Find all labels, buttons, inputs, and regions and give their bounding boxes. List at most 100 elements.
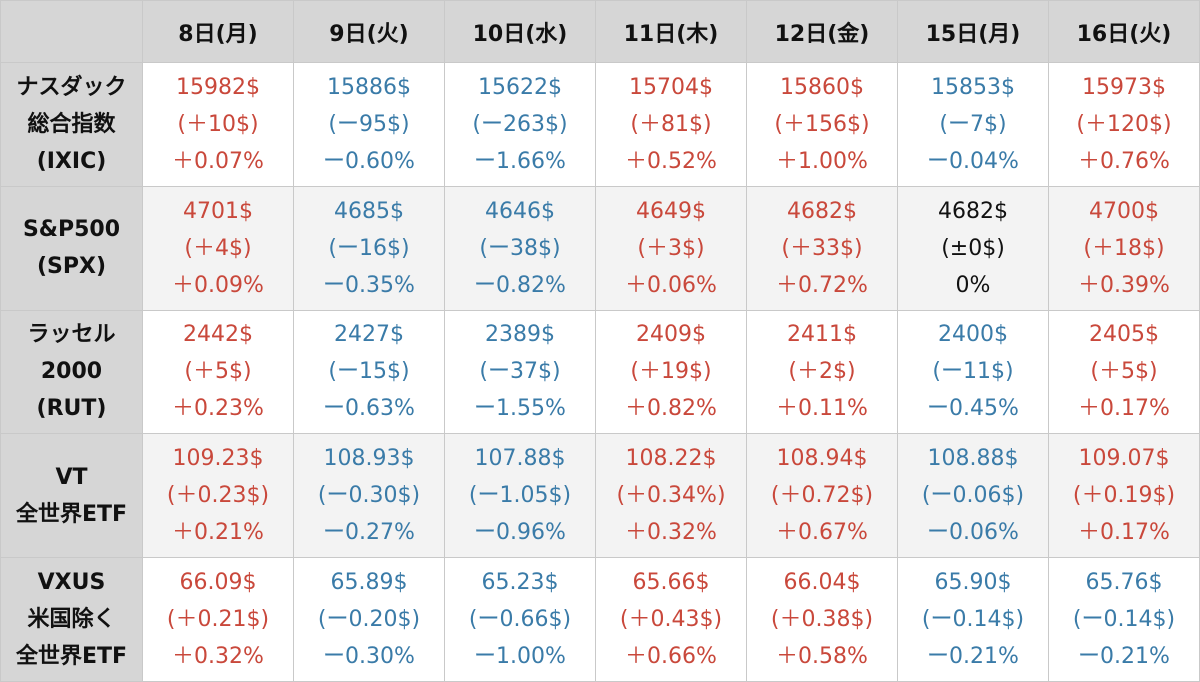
price-value: 15973$: [1082, 74, 1166, 100]
row-label-line: 2000: [40, 359, 103, 385]
percent-change: ＋1.00%: [776, 148, 868, 174]
percent-change: ＋0.06%: [625, 272, 717, 298]
change-value: (＋4$): [184, 235, 252, 261]
change-value: (ー38$): [479, 235, 561, 261]
price-value: 4646$: [485, 198, 555, 224]
percent-change: ー0.82%: [474, 272, 566, 298]
price-value: 4649$: [636, 198, 706, 224]
percent-change: ＋0.52%: [625, 148, 717, 174]
quote-cell: 2400$ (ー11$) ー0.45%: [897, 309, 1049, 435]
change-value: (＋0.21$): [166, 607, 270, 633]
quote-cell: 65.23$ (ー0.66$) ー1.00%: [444, 557, 596, 682]
change-value: (＋0.23$): [166, 483, 270, 509]
table-row: VT 全世界ETF 109.23$ (＋0.23$) ＋0.21% 108.93$ (ー0.…: [0, 433, 1200, 559]
price-value: 2409$: [636, 322, 706, 348]
price-value: 65.66$: [632, 570, 710, 596]
row-label-line: (RUT): [36, 396, 107, 422]
percent-change: ＋0.07%: [172, 148, 264, 174]
change-value: (ー0.14$): [921, 607, 1025, 633]
quote-cell: 108.94$ (＋0.72$) ＋0.67%: [746, 433, 898, 559]
quote-cell: 65.90$ (ー0.14$) ー0.21%: [897, 557, 1049, 682]
price-value: 107.88$: [474, 446, 566, 472]
row-label-line: VXUS: [37, 570, 106, 596]
row-label-line: S&P500: [22, 217, 121, 243]
percent-change: ー0.21%: [927, 644, 1019, 670]
quote-cell: 4646$ (ー38$) ー0.82%: [444, 185, 596, 311]
price-value: 4701$: [183, 198, 253, 224]
price-value: 108.94$: [776, 446, 868, 472]
change-value: (＋19$): [630, 359, 712, 385]
row-label-line: 全世界ETF: [15, 644, 128, 670]
quote-cell: 15860$ (＋156$) ＋1.00%: [746, 62, 898, 187]
price-value: 4682$: [938, 198, 1008, 224]
change-value: (ー95$): [328, 111, 410, 137]
change-value: (ー15$): [328, 359, 410, 385]
percent-change: ＋0.76%: [1078, 148, 1170, 174]
quote-cell: 65.89$ (ー0.20$) ー0.30%: [293, 557, 445, 682]
price-value: 4682$: [787, 198, 857, 224]
price-value: 66.09$: [179, 570, 257, 596]
day-header: 9日(火): [293, 0, 445, 63]
price-value: 109.23$: [172, 446, 264, 472]
change-value: (＋5$): [1090, 359, 1158, 385]
day-header: 16日(火): [1048, 0, 1200, 63]
price-value: 65.90$: [934, 570, 1012, 596]
price-value: 65.76$: [1085, 570, 1163, 596]
percent-change: ＋0.58%: [776, 644, 868, 670]
percent-change: ＋0.11%: [776, 396, 868, 422]
percent-change: ー0.60%: [323, 148, 415, 174]
price-value: 108.93$: [323, 446, 415, 472]
change-value: (ー0.14$): [1072, 607, 1176, 633]
quote-cell: 4649$ (＋3$) ＋0.06%: [595, 185, 747, 311]
table-row: ナスダック 総合指数 (IXIC) 15982$ (＋10$) ＋0.07% 15886$ (…: [0, 62, 1200, 187]
quote-cell: 15886$ (ー95$) ー0.60%: [293, 62, 445, 187]
percent-change: ＋0.67%: [776, 520, 868, 546]
quote-cell: 109.07$ (＋0.19$) ＋0.17%: [1048, 433, 1200, 559]
change-value: (ー0.06$): [921, 483, 1025, 509]
percent-change: ＋0.39%: [1078, 272, 1170, 298]
quote-cell: 66.09$ (＋0.21$) ＋0.32%: [142, 557, 294, 682]
price-value: 66.04$: [783, 570, 861, 596]
price-value: 2427$: [334, 322, 404, 348]
quote-cell: 2389$ (ー37$) ー1.55%: [444, 309, 596, 435]
percent-change: ＋0.32%: [625, 520, 717, 546]
percent-change: ＋0.21%: [172, 520, 264, 546]
change-value: (＋0.38$): [770, 607, 874, 633]
price-value: 65.89$: [330, 570, 408, 596]
quote-cell: 2405$ (＋5$) ＋0.17%: [1048, 309, 1200, 435]
change-value: (＋5$): [184, 359, 252, 385]
quote-cell: 108.22$ (＋0.34%) ＋0.32%: [595, 433, 747, 559]
percent-change: ー0.35%: [323, 272, 415, 298]
quote-cell: 15973$ (＋120$) ＋0.76%: [1048, 62, 1200, 187]
quote-cell: 108.88$ (ー0.06$) ー0.06%: [897, 433, 1049, 559]
price-value: 2411$: [787, 322, 857, 348]
change-value: (＋0.19$): [1072, 483, 1176, 509]
row-label-line: 総合指数: [27, 111, 116, 137]
change-value: (＋0.43$): [619, 607, 723, 633]
percent-change: ＋0.17%: [1078, 396, 1170, 422]
price-value: 108.22$: [625, 446, 717, 472]
change-value: (ー37$): [479, 359, 561, 385]
change-value: (＋33$): [781, 235, 863, 261]
price-value: 4700$: [1089, 198, 1159, 224]
change-value: (ー11$): [932, 359, 1014, 385]
price-value: 15982$: [176, 74, 260, 100]
change-value: (ー16$): [328, 235, 410, 261]
row-label: VXUS 米国除く 全世界ETF: [0, 557, 143, 682]
day-header: 8日(月): [142, 0, 294, 63]
percent-change: ＋0.32%: [172, 644, 264, 670]
change-value: (＋2$): [788, 359, 856, 385]
day-header: 15日(月): [897, 0, 1049, 63]
price-value: 2400$: [938, 322, 1008, 348]
percent-change: ー1.00%: [474, 644, 566, 670]
day-header: 12日(金): [746, 0, 898, 63]
price-value: 2389$: [485, 322, 555, 348]
percent-change: ー0.06%: [927, 520, 1019, 546]
quote-cell: 15704$ (＋81$) ＋0.52%: [595, 62, 747, 187]
change-value: (＋0.72$): [770, 483, 874, 509]
change-value: (ー263$): [472, 111, 568, 137]
quote-cell: 2442$ (＋5$) ＋0.23%: [142, 309, 294, 435]
change-value: (ー0.30$): [317, 483, 421, 509]
table-row: ラッセル 2000 (RUT) 2442$ (＋5$) ＋0.23% 2427$ (ー15$)…: [0, 309, 1200, 435]
change-value: (ー1.05$): [468, 483, 572, 509]
